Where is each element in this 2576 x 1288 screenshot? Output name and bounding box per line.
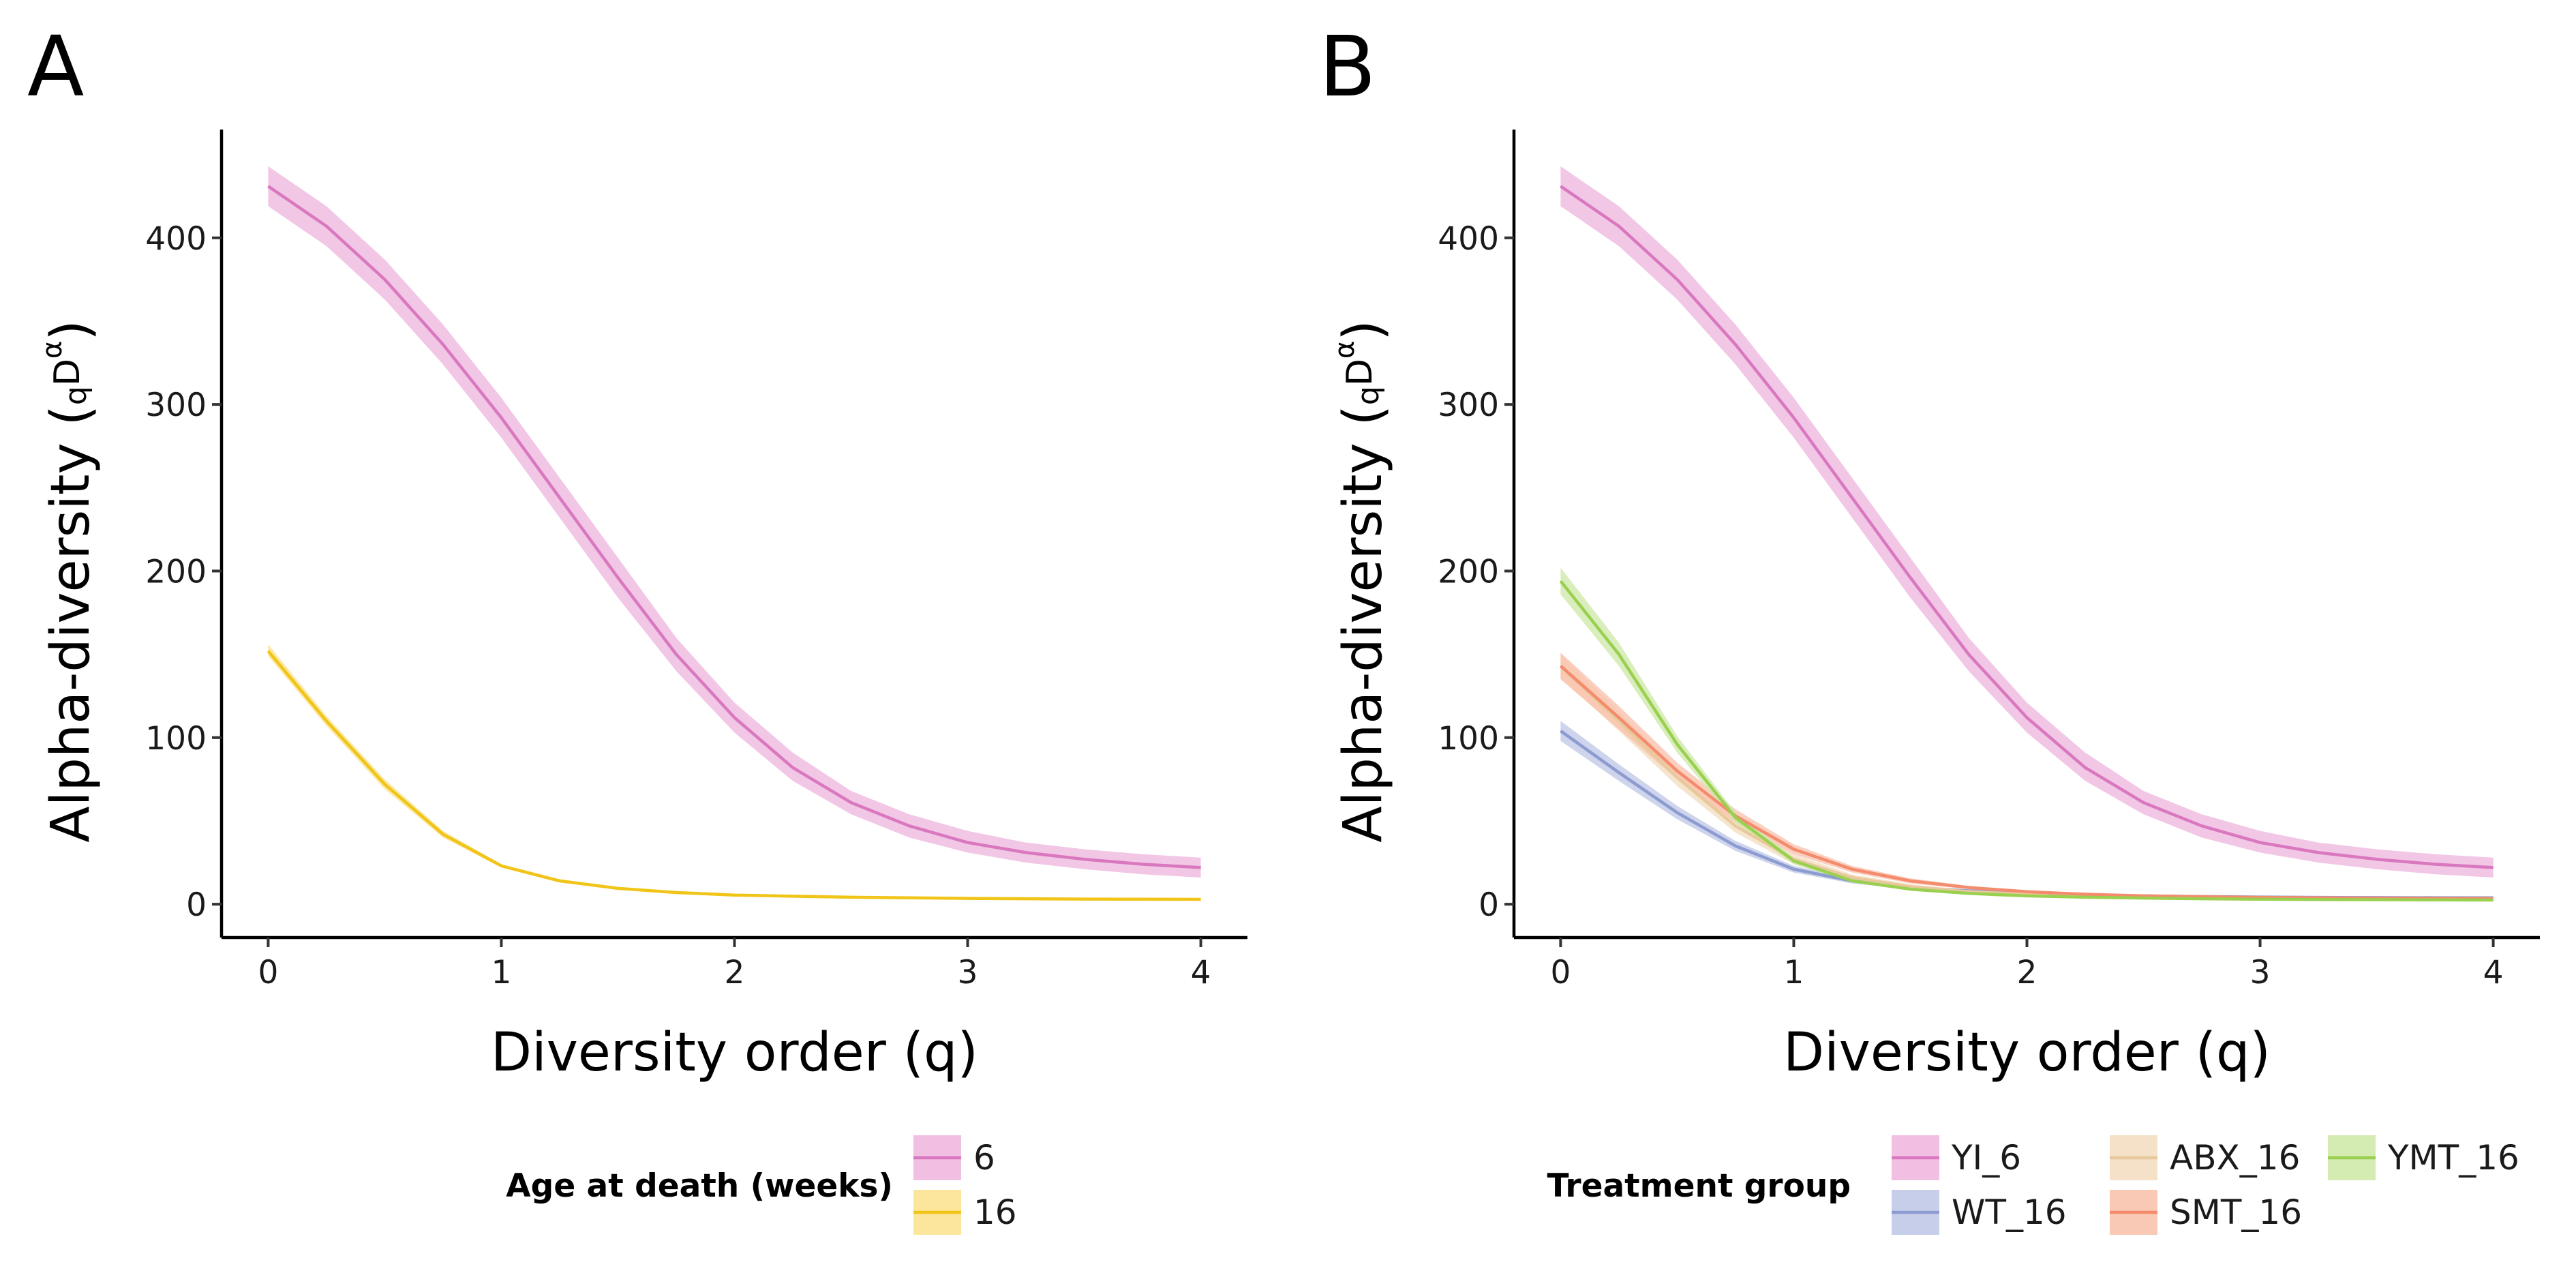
y-axis-title: Alpha-diversity (qDα) <box>37 320 102 842</box>
y-axis-title-superscript: α <box>37 341 68 359</box>
legend-label: YI_6 <box>1951 1138 2021 1178</box>
x-tick-label: 4 <box>2483 954 2504 991</box>
legend-title: Age at death (weeks) <box>506 1167 893 1205</box>
legend-item-SMT_16: SMT_16 <box>2110 1190 2302 1235</box>
series-line-6 <box>267 185 1201 869</box>
y-axis-title: Alpha-diversity (qDα) <box>1329 320 1394 842</box>
legend-label: YMT_16 <box>2387 1138 2519 1178</box>
x-axis-title: Diversity order (q) <box>491 1022 978 1083</box>
legend-label: SMT_16 <box>2170 1193 2302 1232</box>
x-tick-label: 3 <box>2250 954 2271 991</box>
y-tick-label: 400 <box>145 220 207 258</box>
legend-item-ABX_16: ABX_16 <box>2110 1135 2300 1180</box>
x-tick-label: 1 <box>1784 954 1804 991</box>
series-line-YMT_16 <box>1559 580 2494 902</box>
x-tick-label: 4 <box>1191 954 1211 991</box>
y-axis-title-main: Alpha-diversity ( <box>1333 405 1394 843</box>
x-tick-label: 2 <box>725 954 745 991</box>
y-axis-title-close: ) <box>1333 320 1394 340</box>
legend-item-YMT_16: YMT_16 <box>2328 1135 2519 1180</box>
legend-label: ABX_16 <box>2170 1138 2300 1178</box>
legend-item-16: 16 <box>913 1190 1017 1235</box>
x-tick-label: 1 <box>491 954 512 991</box>
panel-a: A 0 100 200 300 400 0 1 2 3 4 Diversity order (q) Al… <box>27 18 1247 1235</box>
y-tick-label: 400 <box>1438 220 1499 258</box>
y-axis-title-subscript: q <box>59 386 93 405</box>
series-group <box>267 166 1201 901</box>
series-group <box>1559 166 2494 902</box>
x-tick-label: 3 <box>958 954 978 991</box>
y-axis-title-subscript: q <box>1351 386 1386 405</box>
y-tick-label: 0 <box>186 886 207 924</box>
legend-label: 16 <box>973 1193 1017 1232</box>
legend-title: Treatment group <box>1547 1167 1851 1205</box>
y-axis-title-base: D <box>1339 359 1380 386</box>
legend-item-WT_16: WT_16 <box>1892 1190 2067 1235</box>
panel-b: B 0 100 200 300 400 0 1 2 3 4 Diversity order (q) Al… <box>1319 18 2540 1235</box>
y-tick-label: 200 <box>145 553 207 590</box>
y-axis-title-main: Alpha-diversity ( <box>40 405 102 843</box>
y-axis-title-superscript: α <box>1329 341 1361 359</box>
y-tick-label: 200 <box>1438 553 1499 590</box>
legend-item-YI_6: YI_6 <box>1892 1135 2021 1180</box>
series-line-16 <box>267 650 1201 901</box>
y-tick-label: 300 <box>145 387 207 424</box>
x-tick-label: 0 <box>258 954 278 991</box>
y-axis-title-base: D <box>47 359 88 386</box>
series-line-YI_6 <box>1560 185 2494 869</box>
legend: Treatment group YI_6 WT_16 ABX_16 SMT_16 YMT_… <box>1547 1135 2519 1235</box>
panel-label: A <box>27 18 84 115</box>
y-axis-title-close: ) <box>40 320 102 340</box>
series-line-SMT_16 <box>1559 665 2494 901</box>
legend-label: WT_16 <box>1952 1193 2067 1232</box>
x-tick-label: 2 <box>2017 954 2037 991</box>
legend-label: 6 <box>973 1138 995 1178</box>
legend-item-6: 6 <box>913 1135 995 1180</box>
x-tick-label: 0 <box>1550 954 1571 991</box>
panel-label: B <box>1319 18 1376 115</box>
y-tick-label: 100 <box>145 720 207 758</box>
x-axis-title: Diversity order (q) <box>1783 1022 2271 1083</box>
y-tick-label: 100 <box>1438 720 1499 758</box>
y-tick-label: 0 <box>1479 886 1499 924</box>
y-tick-label: 300 <box>1438 387 1499 424</box>
legend: Age at death (weeks) 6 16 <box>506 1135 1017 1235</box>
